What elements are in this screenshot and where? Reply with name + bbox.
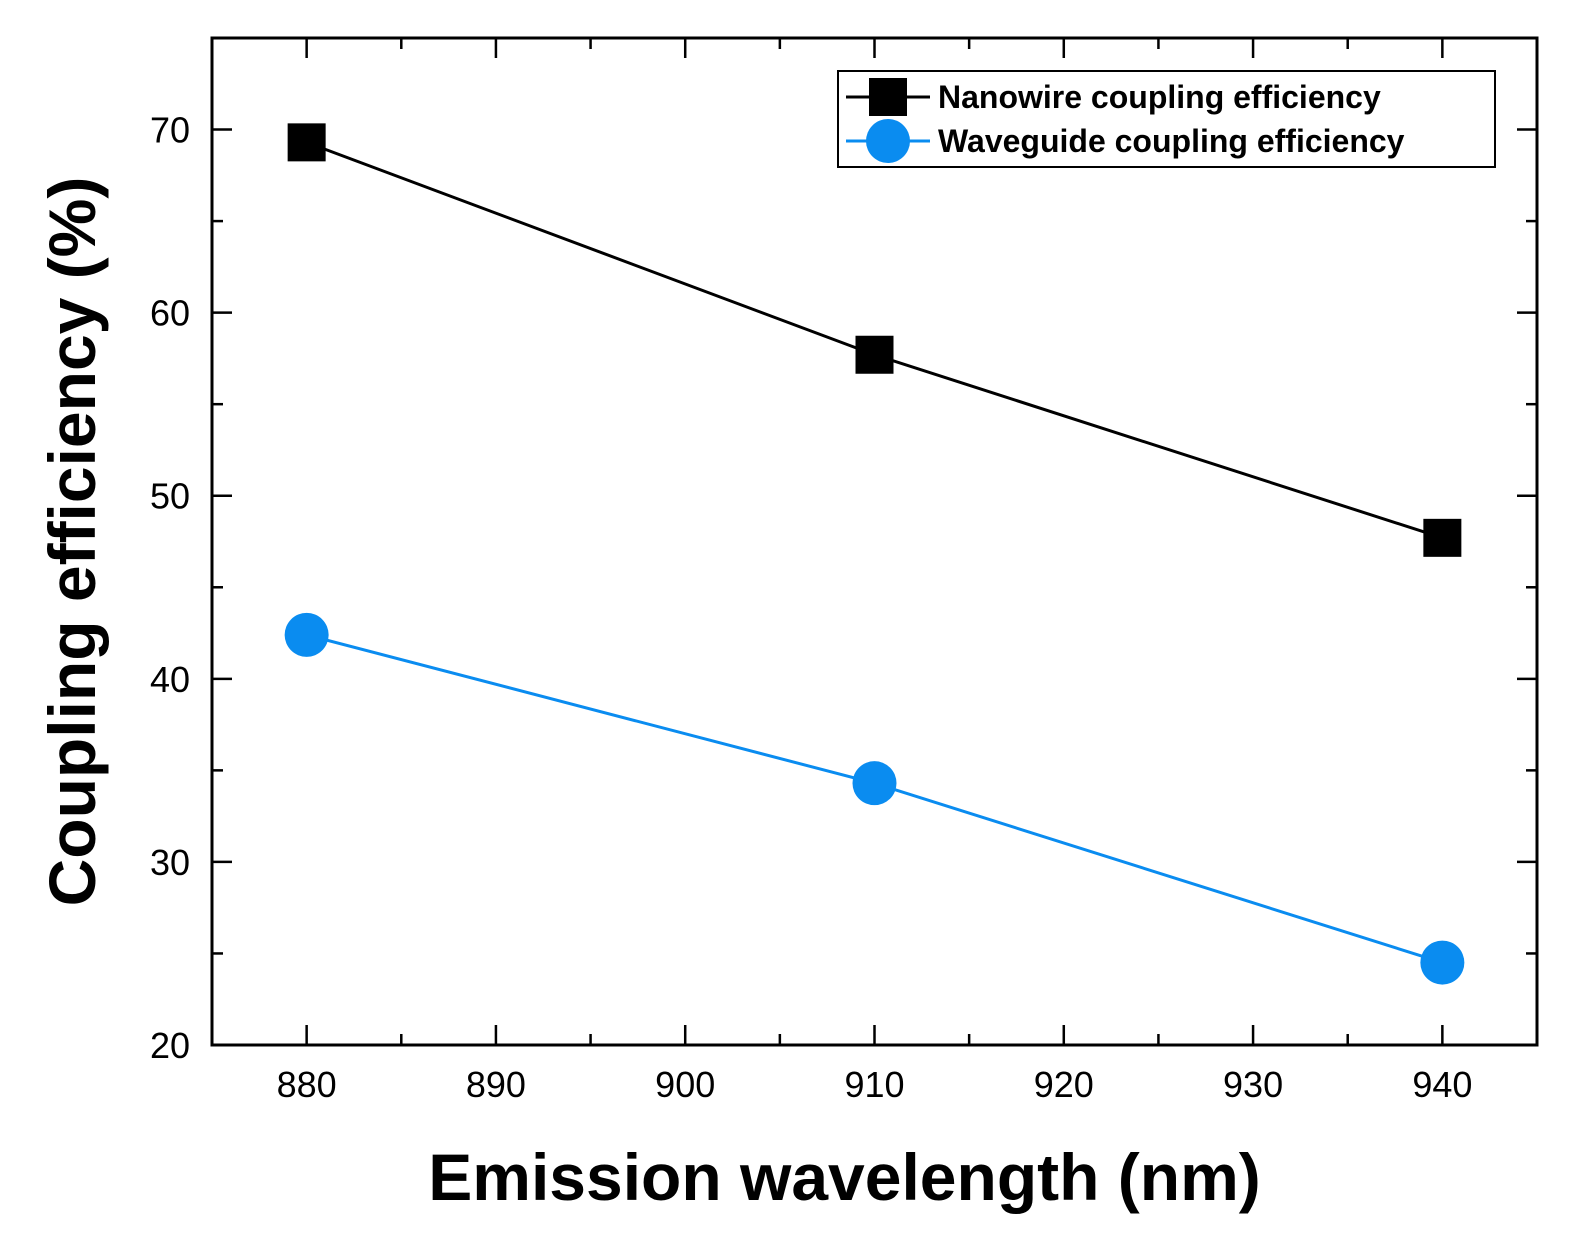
legend-label-0: Nanowire coupling efficiency [938, 79, 1381, 115]
x-tick-label: 910 [844, 1064, 904, 1105]
series-0-point [855, 335, 894, 374]
x-tick-label: 890 [466, 1064, 526, 1105]
x-tick-label: 900 [655, 1064, 715, 1105]
x-axis-title: Emission wavelength (nm) [428, 1140, 1260, 1214]
x-tick-label: 940 [1412, 1064, 1472, 1105]
x-tick-label: 930 [1223, 1064, 1283, 1105]
y-tick-label: 30 [150, 842, 190, 883]
y-tick-label: 40 [150, 659, 190, 700]
series-1-point [852, 761, 897, 806]
y-tick-label: 50 [150, 476, 190, 517]
y-axis-title: Coupling efficiency (%) [35, 177, 109, 907]
major-ticks [212, 38, 1537, 1047]
y-tick-labels: 20 30 40 50 60 70 [150, 110, 190, 1066]
x-tick-label: 920 [1034, 1064, 1094, 1105]
series-0-point [1423, 518, 1462, 557]
legend-box [837, 70, 1496, 168]
plot-frame [210, 36, 1539, 1047]
x-tick-label: 880 [277, 1064, 337, 1105]
legend: Nanowire coupling efficiency Waveguide co… [837, 70, 1496, 168]
y-tick-label: 20 [150, 1025, 190, 1066]
legend-marker-0 [869, 78, 907, 116]
series-layer [284, 123, 1465, 985]
legend-marker-1 [866, 119, 910, 163]
series-0-point [287, 123, 326, 162]
legend-label-1: Waveguide coupling efficiency [938, 123, 1405, 159]
y-tick-label: 60 [150, 293, 190, 334]
y-tick-label: 70 [150, 110, 190, 151]
series-1-point [1420, 940, 1465, 985]
minor-ticks [210, 36, 1539, 1045]
series-1-point [284, 612, 329, 657]
x-tick-labels: 880 890 900 910 920 930 940 [277, 1064, 1473, 1105]
legend-items: Nanowire coupling efficiency Waveguide co… [846, 78, 1405, 163]
